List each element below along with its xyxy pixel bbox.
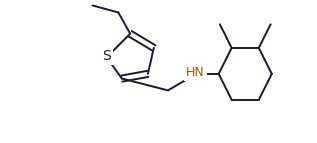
Text: HN: HN [186,66,204,79]
Text: S: S [102,49,111,63]
